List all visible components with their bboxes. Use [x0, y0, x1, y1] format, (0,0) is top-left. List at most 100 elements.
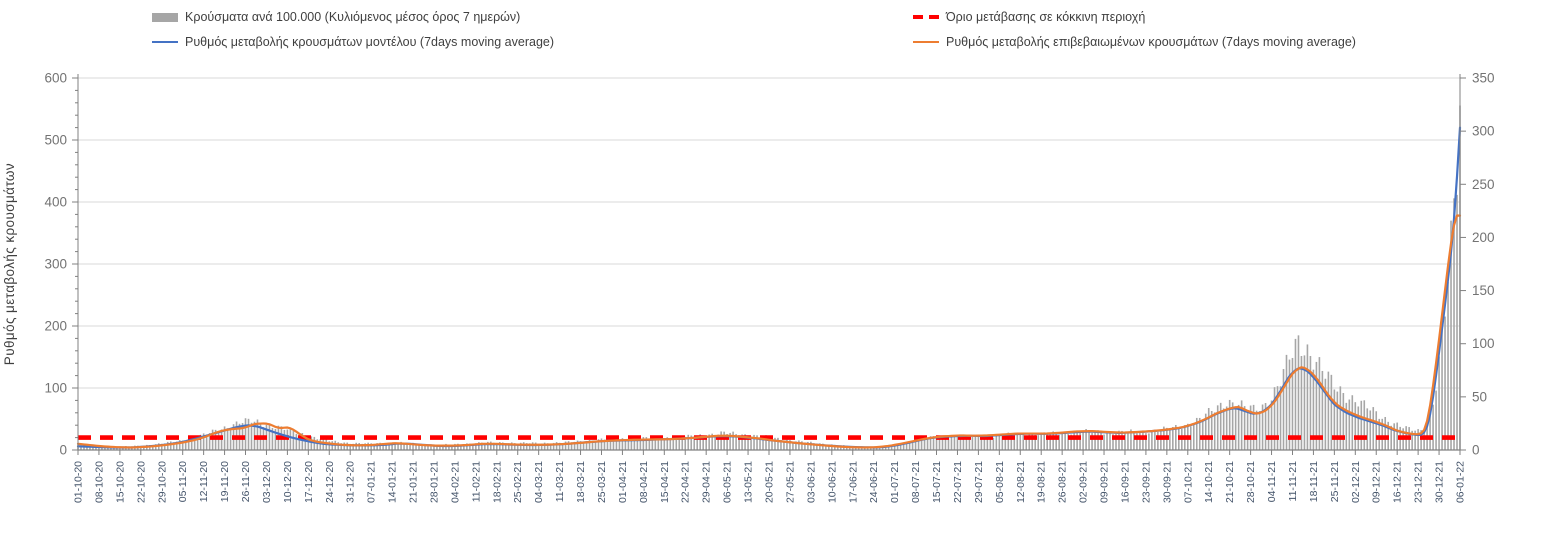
bar-day-135 [481, 442, 483, 450]
bar-day-150 [525, 443, 528, 450]
x-tick-label: 03-06-21 [805, 461, 817, 503]
bar-day-327 [1055, 432, 1057, 450]
bar-day-305 [989, 437, 992, 450]
bar-day-149 [522, 442, 525, 450]
bar-day-125 [451, 444, 453, 450]
bar-day-360 [1154, 429, 1156, 450]
bar-day-136 [484, 442, 486, 450]
x-tick-label: 11-11-21 [1287, 461, 1299, 502]
bar-day-114 [418, 444, 420, 450]
bar-day-106 [394, 443, 396, 450]
bar-day-416 [1321, 370, 1324, 450]
bar-day-328 [1058, 435, 1060, 450]
bar-day-322 [1040, 432, 1043, 450]
bar-day-362 [1160, 430, 1162, 450]
bar-day-277 [905, 442, 908, 450]
bar-day-224 [747, 436, 749, 450]
bar-day-26 [154, 444, 157, 450]
bar-day-251 [828, 444, 830, 450]
y-right-tick-label: 300 [1472, 124, 1495, 139]
bar-day-205 [690, 435, 693, 450]
bar-day-346 [1112, 434, 1114, 450]
bar-day-273 [893, 444, 896, 450]
bar-day-240 [795, 441, 797, 450]
bar-day-92 [352, 443, 354, 450]
x-tick-label: 19-08-21 [1036, 461, 1048, 503]
bar-day-387 [1234, 408, 1237, 450]
x-tick-label: 12-08-21 [1015, 461, 1027, 503]
bar-day-187 [636, 439, 639, 450]
bar-day-294 [956, 436, 959, 450]
bar-day-217 [726, 434, 728, 450]
x-tick-label: 05-08-21 [994, 461, 1006, 503]
bar-day-388 [1237, 404, 1240, 450]
bar-day-396 [1261, 404, 1264, 450]
bar-day-293 [953, 435, 956, 450]
bar-day-308 [998, 433, 1001, 450]
y-axis-title-wrap: Ρυθμός μεταβολής κρουσμάτων [2, 78, 17, 450]
x-tick-label: 08-10-20 [93, 461, 105, 503]
bar-day-361 [1157, 431, 1159, 450]
bar-day-73 [295, 433, 298, 450]
bar-day-109 [403, 442, 405, 450]
legend-item-cases-bars: Κρούσματα ανά 100.000 (Κυλιόμενος μέσος … [152, 9, 554, 25]
bar-day-111 [409, 442, 411, 450]
bar-day-133 [475, 443, 477, 450]
bar-day-41 [199, 434, 202, 450]
bar-day-345 [1109, 431, 1111, 450]
bar-day-301 [977, 436, 980, 450]
bar-day-193 [654, 436, 657, 450]
bar-day-427 [1354, 402, 1357, 450]
bar-day-332 [1070, 434, 1072, 450]
bar-day-389 [1240, 400, 1243, 450]
bar-day-282 [920, 437, 923, 450]
bar-day-117 [427, 445, 429, 450]
x-tick-label: 02-12-21 [1350, 461, 1362, 503]
x-tick-label: 16-09-21 [1120, 461, 1132, 503]
x-tick-label: 07-10-21 [1182, 461, 1194, 503]
x-tick-label: 12-11-20 [198, 461, 210, 502]
x-tick-label: 22-07-21 [952, 461, 964, 503]
bar-day-461 [1456, 194, 1458, 450]
bar-day-165 [570, 442, 573, 450]
bar-day-286 [932, 436, 935, 450]
bar-day-441 [1396, 422, 1398, 450]
bar-day-424 [1345, 402, 1348, 450]
bar-day-378 [1207, 408, 1210, 450]
bar-day-103 [385, 443, 387, 450]
bar-day-212 [711, 433, 713, 450]
bar-day-390 [1243, 406, 1246, 450]
x-tick-label: 23-12-21 [1413, 461, 1425, 503]
bar-day-77 [307, 437, 310, 450]
bar-day-43 [205, 434, 208, 450]
bar-day-393 [1252, 404, 1255, 450]
bar-day-49 [223, 426, 226, 450]
bar-day-285 [929, 436, 932, 450]
bar-day-142 [501, 442, 504, 450]
bar-day-381 [1216, 405, 1219, 450]
bar-day-304 [986, 435, 989, 450]
legend-label-confirmed-line: Ρυθμός μεταβολής επιβεβαιωμένων κρουσμάτ… [946, 35, 1356, 49]
bar-day-376 [1201, 419, 1204, 450]
bar-day-248 [819, 443, 821, 450]
bar-day-74 [298, 433, 301, 450]
x-tick-label: 18-03-21 [575, 461, 587, 503]
bar-day-40 [196, 437, 199, 450]
bar-day-419 [1330, 374, 1333, 450]
x-tick-label: 07-01-21 [366, 461, 378, 503]
x-tick-label: 22-10-20 [135, 461, 147, 503]
bar-day-7 [98, 446, 100, 450]
bar-day-34 [178, 440, 181, 450]
x-tick-label: 14-10-21 [1203, 461, 1215, 503]
bar-day-39 [193, 438, 196, 450]
bar-day-238 [789, 440, 791, 450]
bar-day-300 [974, 435, 977, 450]
bar-day-397 [1264, 403, 1267, 450]
bar-day-121 [439, 445, 441, 450]
bar-day-307 [995, 435, 998, 450]
bar-day-214 [717, 434, 719, 450]
legend-item-model-line: Ρυθμός μεταβολής κρουσμάτων μοντέλου (7d… [152, 34, 554, 50]
x-tick-label: 30-12-21 [1434, 461, 1446, 503]
bar-day-316 [1022, 434, 1025, 450]
bar-day-287 [935, 438, 938, 450]
